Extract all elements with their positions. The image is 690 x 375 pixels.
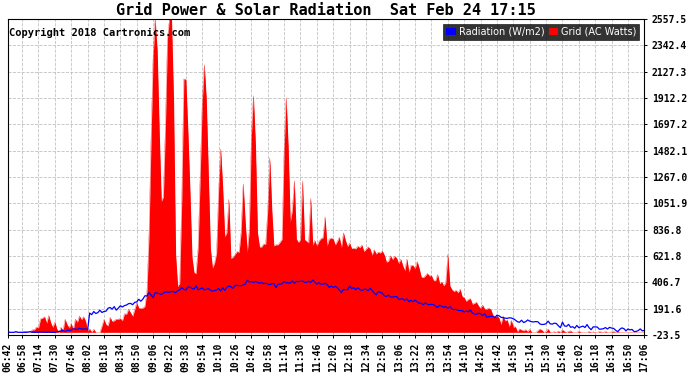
Title: Grid Power & Solar Radiation  Sat Feb 24 17:15: Grid Power & Solar Radiation Sat Feb 24 … bbox=[116, 3, 536, 18]
Legend: Radiation (W/m2), Grid (AC Watts): Radiation (W/m2), Grid (AC Watts) bbox=[444, 24, 640, 40]
Text: Copyright 2018 Cartronics.com: Copyright 2018 Cartronics.com bbox=[9, 28, 190, 39]
